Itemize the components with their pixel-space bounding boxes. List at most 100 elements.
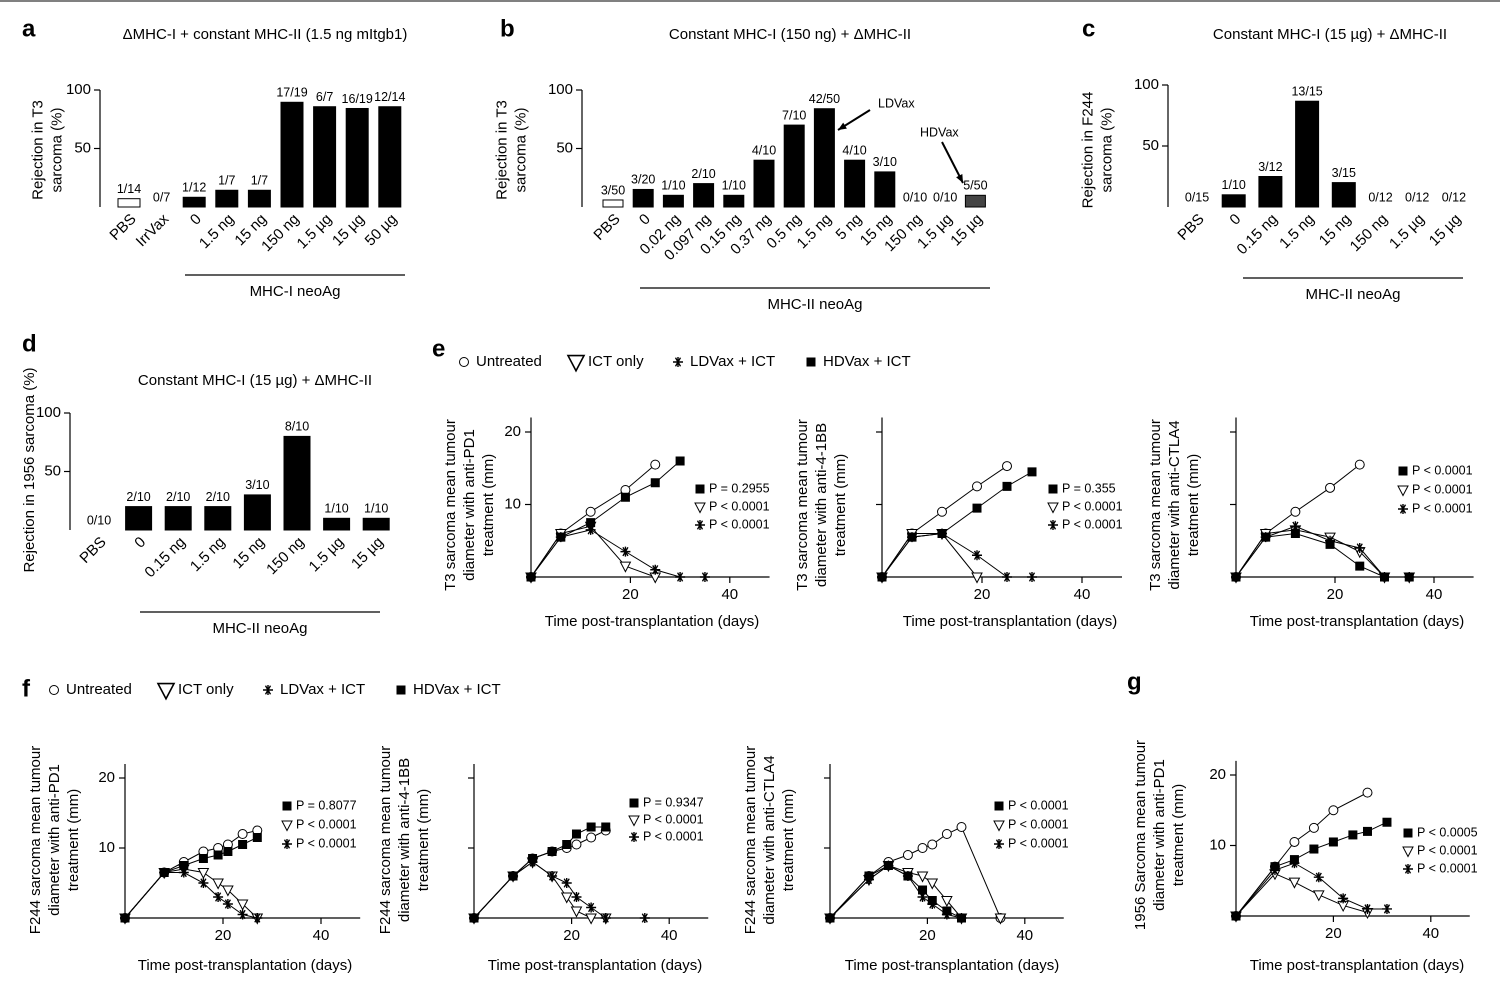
bar	[283, 435, 311, 531]
annotation-marker	[695, 520, 705, 530]
y-axis-label: treatment (mm)	[65, 789, 82, 892]
data-point	[237, 909, 248, 920]
x-tick-label: PBS	[1174, 211, 1207, 244]
annotation-marker	[994, 839, 1004, 849]
data-point	[237, 829, 248, 839]
series-line	[1235, 821, 1388, 917]
y-axis-label: T3 sarcoma mean tumour	[794, 419, 811, 591]
y-tick-label: 20	[504, 423, 521, 440]
p-value: P < 0.0005	[1417, 825, 1478, 839]
annotation-marker	[1398, 466, 1408, 476]
annotation-marker	[1402, 846, 1414, 858]
chart-title: Constant MHC-I (150 ng) + ΔMHC-II	[669, 26, 911, 43]
x-tick-label: 15 µg	[329, 211, 368, 250]
x-tick-label: 40	[1016, 927, 1033, 944]
data-point	[675, 456, 685, 466]
data-point	[556, 532, 566, 542]
chart-title: Constant MHC-I (15 µg) + ΔMHC-II	[138, 372, 372, 389]
data-point	[528, 854, 538, 863]
bar	[662, 194, 684, 208]
panel-letter: f	[22, 675, 31, 702]
series-line	[881, 533, 978, 578]
data-point	[213, 850, 223, 860]
arrow-head	[956, 174, 963, 183]
data-point	[903, 871, 913, 881]
value-label: 1/7	[218, 174, 235, 188]
series-line	[124, 830, 258, 919]
data-point	[972, 550, 982, 561]
value-label: 4/10	[752, 143, 776, 157]
data-point	[1270, 862, 1280, 872]
x-tick-label: PBS	[590, 211, 623, 244]
x-tick-label: 150 ng	[1347, 211, 1391, 255]
data-point	[236, 899, 249, 911]
legend-label: LDVax + ICT	[280, 681, 365, 698]
x-tick-label: 1.5 µg	[1386, 211, 1428, 253]
x-tick-label: 1.5 µg	[914, 211, 956, 253]
annotation-marker	[993, 820, 1005, 832]
data-point	[238, 840, 248, 849]
data-point	[917, 843, 928, 853]
data-point	[1289, 855, 1299, 865]
data-point	[586, 822, 596, 832]
y-axis-label: F244 sarcoma mean tumour	[742, 746, 759, 934]
data-point	[956, 913, 966, 923]
data-point	[1231, 911, 1241, 921]
data-point	[120, 913, 130, 923]
panel-letter: a	[22, 15, 36, 42]
p-value: P < 0.0001	[1008, 798, 1069, 812]
data-point	[252, 913, 263, 923]
p-value: P = 0.9347	[643, 795, 704, 809]
x-tick-label: 15 µg	[348, 534, 387, 573]
x-tick-label: 150 ng	[263, 534, 307, 578]
legend-marker	[566, 354, 586, 373]
data-point	[1380, 572, 1389, 582]
x-tick-label: 1.5 µg	[294, 211, 336, 253]
value-label: 0/10	[87, 513, 111, 527]
data-point	[1290, 506, 1301, 517]
data-point	[1348, 830, 1358, 840]
data-point	[883, 861, 893, 870]
panel-letter: g	[1127, 668, 1142, 695]
y-tick-label: 100	[1134, 76, 1159, 93]
data-point	[1002, 461, 1012, 472]
data-point	[1312, 890, 1325, 902]
data-point	[560, 892, 573, 904]
data-point	[562, 840, 572, 849]
bar	[164, 506, 192, 531]
value-label: 0/12	[1368, 190, 1392, 204]
x-tick-label: 1.5 ng	[794, 211, 836, 253]
data-point	[1288, 877, 1301, 889]
y-tick-label: 10	[1209, 836, 1226, 853]
data-point	[1308, 822, 1319, 833]
panel-letter: d	[22, 330, 37, 357]
x-tick-label: 15 µg	[947, 211, 986, 250]
series-line	[829, 826, 1001, 919]
value-label: 1/12	[182, 181, 206, 195]
x-tick-label: 1.5 ng	[196, 211, 238, 253]
annotation: LDVax	[878, 96, 915, 110]
p-value: P < 0.0001	[1008, 817, 1069, 831]
data-point	[864, 871, 874, 881]
data-point	[699, 572, 710, 582]
value-label: 42/50	[809, 92, 840, 106]
value-label: 1/10	[722, 179, 746, 193]
value-label: 3/10	[245, 478, 269, 492]
data-point	[1313, 872, 1324, 883]
group-label: MHC-II neoAg	[1305, 286, 1400, 303]
bar	[378, 106, 402, 208]
data-point	[1027, 467, 1037, 477]
bar	[602, 199, 624, 208]
y-axis-label: sarcoma (%)	[1098, 107, 1115, 192]
data-point	[994, 913, 1007, 925]
data-point	[650, 478, 660, 488]
data-point	[956, 822, 967, 832]
value-label: 0/12	[1405, 190, 1429, 204]
series-line	[881, 465, 1008, 578]
value-label: 2/10	[126, 490, 150, 504]
bar	[632, 188, 654, 208]
value-label: 0/7	[153, 190, 170, 204]
value-label: 2/10	[691, 167, 715, 181]
data-point	[585, 913, 597, 925]
